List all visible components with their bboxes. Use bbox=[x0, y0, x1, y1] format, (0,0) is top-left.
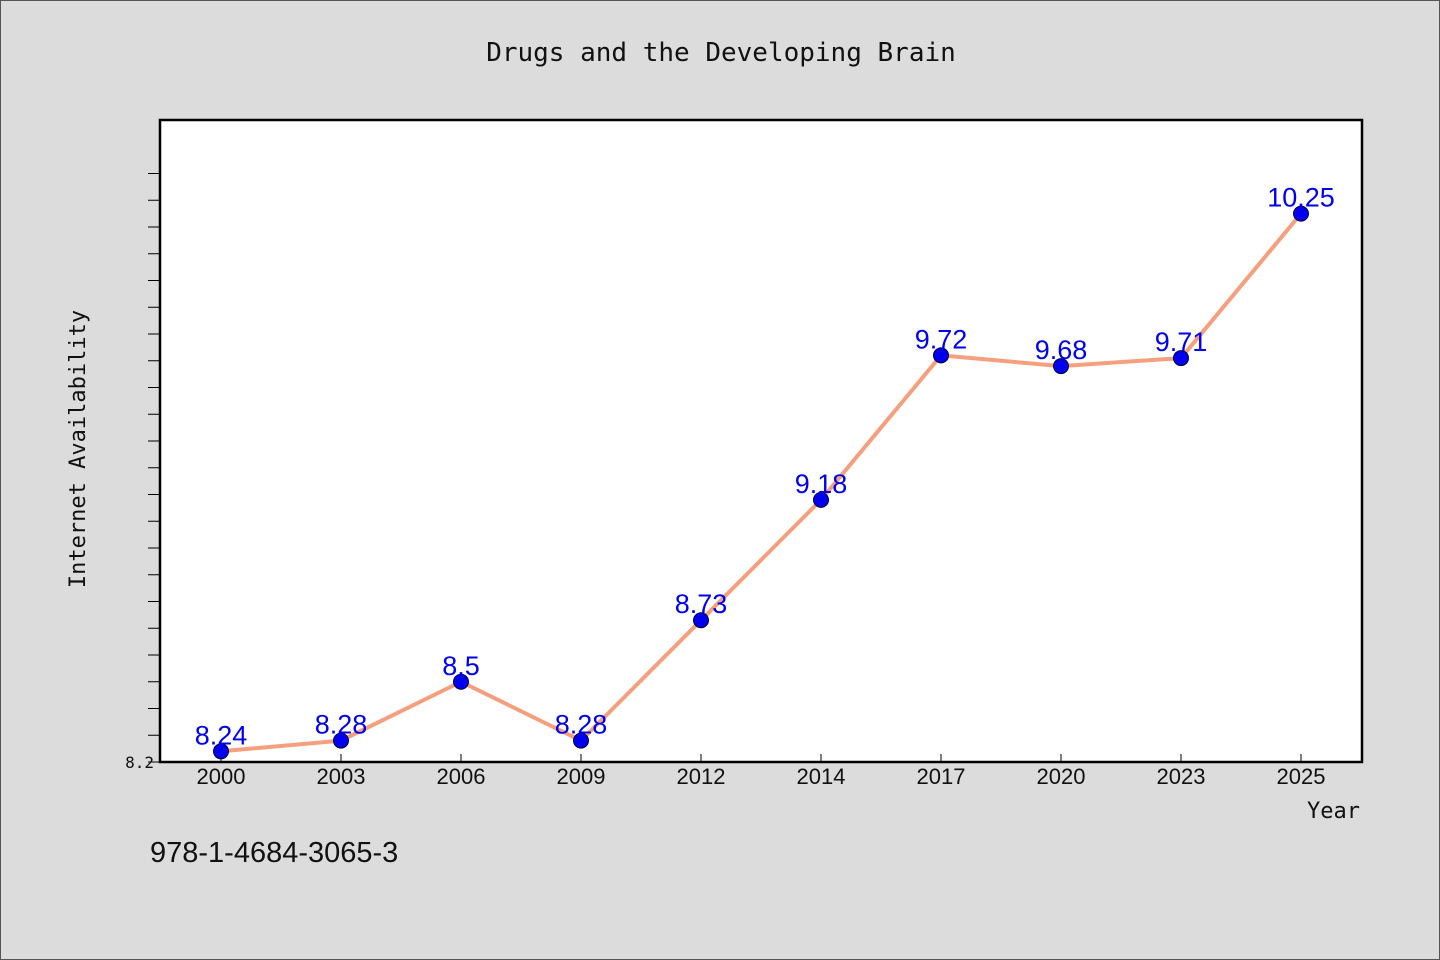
data-label: 8.5 bbox=[442, 651, 480, 681]
data-point bbox=[1173, 350, 1189, 367]
data-label: 9.18 bbox=[795, 469, 848, 499]
y-axis-ticks bbox=[148, 173, 160, 763]
data-label: 9.68 bbox=[1035, 335, 1088, 365]
x-tick-label: 2014 bbox=[797, 764, 846, 789]
x-tick-label: 2000 bbox=[197, 764, 246, 789]
data-label: 9.71 bbox=[1155, 327, 1208, 357]
data-label: 9.72 bbox=[915, 324, 968, 354]
x-tick-label: 2003 bbox=[317, 764, 366, 789]
y-axis-label: Internet Availability bbox=[66, 310, 91, 588]
isbn-footer-text: 978-1-4684-3065-3 bbox=[150, 837, 399, 869]
x-axis-tick-labels: 2000 2003 2006 2009 2012 2014 2017 2020 2023 2025 bbox=[197, 764, 1326, 789]
y-axis-tick-labels: 8.2 bbox=[125, 753, 154, 772]
data-label: 8.73 bbox=[675, 589, 728, 619]
chart-title: Drugs and the Developing Brain bbox=[486, 38, 956, 68]
x-tick-label: 2017 bbox=[917, 764, 966, 789]
data-label: 8.28 bbox=[315, 710, 368, 740]
data-point bbox=[213, 743, 229, 760]
data-point bbox=[1293, 205, 1309, 222]
data-point bbox=[1053, 358, 1069, 375]
x-tick-label: 2023 bbox=[1157, 764, 1206, 789]
data-point bbox=[333, 732, 349, 749]
data-point bbox=[813, 491, 829, 508]
data-label: 8.24 bbox=[195, 720, 248, 750]
x-tick-label: 2009 bbox=[557, 764, 606, 789]
x-tick-label: 2006 bbox=[437, 764, 486, 789]
y-tick-label: 8.2 bbox=[125, 753, 154, 772]
data-point bbox=[573, 732, 589, 749]
data-label: 10.25 bbox=[1267, 183, 1335, 213]
data-point bbox=[453, 673, 469, 690]
plot-area bbox=[158, 118, 1364, 764]
x-tick-label: 2012 bbox=[677, 764, 726, 789]
x-tick-label: 2025 bbox=[1277, 764, 1326, 789]
data-point bbox=[933, 347, 949, 364]
data-label: 8.28 bbox=[555, 710, 608, 740]
series-line bbox=[219, 211, 1303, 754]
data-point bbox=[693, 612, 709, 629]
x-axis-label: Year bbox=[1307, 799, 1360, 824]
series-layer: 8.24 8.28 8.5 8.28 8.73 9.18 9.72 9.68 9.71 10.25 bbox=[195, 183, 1335, 760]
x-tick-label: 2020 bbox=[1037, 764, 1086, 789]
